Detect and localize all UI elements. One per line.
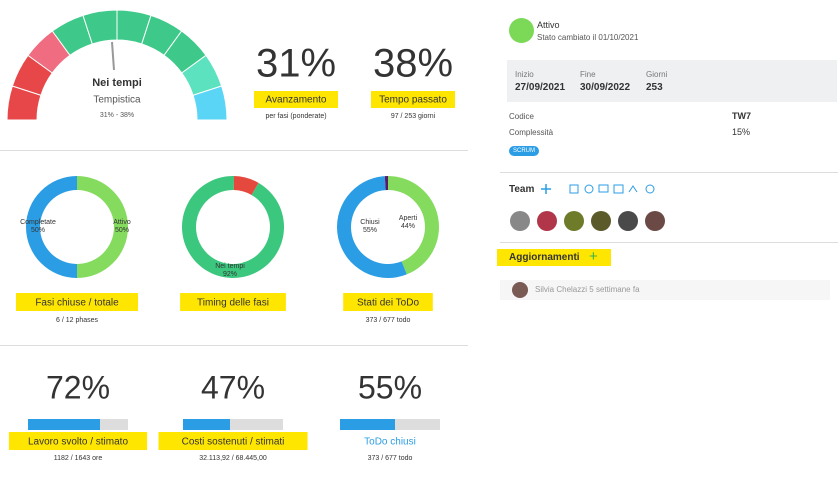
bar-sub: 32.113,92 / 68.445,00 xyxy=(199,455,267,462)
gauge-needle xyxy=(111,41,115,71)
donut-segment xyxy=(26,176,77,278)
bar-fill xyxy=(340,419,395,430)
team-title: Team xyxy=(509,184,535,195)
donut-sub: 373 / 677 todo xyxy=(366,317,411,324)
donut-title: Fasi chiuse / totale xyxy=(35,298,119,309)
date-value: 30/09/2022 xyxy=(580,82,631,93)
icon-balance[interactable] xyxy=(628,185,638,193)
dates-box: Inizio 27/09/2021 Fine 30/09/2022 Giorni… xyxy=(507,60,837,102)
segment-value: 50% xyxy=(31,227,45,234)
icon-table[interactable] xyxy=(613,184,624,194)
team-toolbar[interactable] xyxy=(538,180,668,196)
bar-value: 55% xyxy=(358,369,422,405)
highlight xyxy=(158,432,308,450)
kpi-value: 38% xyxy=(373,42,453,86)
icon-calendar[interactable] xyxy=(569,184,579,194)
highlight xyxy=(254,91,338,108)
dashboard-charts: Nei tempi Tempistica 31% - 38% 31% Avanzamen… xyxy=(6,9,455,462)
bar-value: 72% xyxy=(46,369,110,405)
gauge-status: Nei tempi xyxy=(92,77,142,89)
project-panel: Attivo Stato cambiato il 01/10/2021 Iniz… xyxy=(497,0,838,482)
segment-value: 92% xyxy=(223,271,237,278)
updates-title: Aggiornamenti xyxy=(509,252,580,263)
avatar[interactable] xyxy=(512,282,528,298)
detail-label: Complessità xyxy=(509,128,554,137)
highlight xyxy=(16,293,138,311)
icon-chat[interactable] xyxy=(584,184,594,194)
separator xyxy=(0,150,468,151)
gauge-label: Tempistica xyxy=(93,95,141,106)
kpi-label: Avanzamento xyxy=(266,95,327,106)
detail-label: Codice xyxy=(509,112,534,121)
avatar[interactable] xyxy=(618,211,638,231)
bar-sub: 373 / 677 todo xyxy=(368,455,413,462)
team-avatars xyxy=(510,211,665,231)
add-member[interactable] xyxy=(541,184,551,194)
donut-segment xyxy=(384,176,388,191)
kpi-label: Tempo passato xyxy=(379,95,447,106)
icon-clock[interactable] xyxy=(645,184,655,194)
status-dot xyxy=(509,18,534,43)
donut-segment xyxy=(388,176,440,275)
donut-segment xyxy=(233,176,259,195)
highlight xyxy=(371,91,455,108)
highlight xyxy=(8,432,148,450)
avatar[interactable] xyxy=(645,211,665,231)
segment-name: Nei tempi xyxy=(215,263,245,270)
segment-value: 44% xyxy=(401,223,415,230)
bar-label: Costi sostenuti / stimati xyxy=(182,437,285,448)
avatar[interactable] xyxy=(564,211,584,231)
date-value: 253 xyxy=(646,82,663,93)
bar-fill xyxy=(28,419,100,430)
segment-name: Chiusi xyxy=(360,219,380,226)
status-name: Attivo xyxy=(537,20,560,30)
method-badge: SCRUM xyxy=(509,146,539,156)
update-row: Silvia Chelazzi 5 settimane fa xyxy=(500,280,830,300)
update-author: Silvia Chelazzi xyxy=(535,285,588,294)
segment-name: Aperti xyxy=(399,215,418,222)
segment-name: Completate xyxy=(20,219,56,226)
icon-mail[interactable] xyxy=(598,184,609,193)
date-label: Fine xyxy=(580,70,596,79)
donut-segment xyxy=(77,176,128,278)
add-update[interactable]: + xyxy=(589,248,598,265)
highlight xyxy=(343,293,433,311)
highlight xyxy=(180,293,286,311)
segment-value: 50% xyxy=(115,227,129,234)
gauge-segment xyxy=(192,85,228,121)
bar-value: 47% xyxy=(201,369,265,405)
donut-title: Timing delle fasi xyxy=(197,298,269,309)
update-time: 5 settimane fa xyxy=(589,285,640,294)
segment-name: Attivo xyxy=(113,219,131,226)
date-value: 27/09/2021 xyxy=(515,82,566,93)
donut-sub: 6 / 12 phases xyxy=(56,317,99,324)
donut-title: Stati dei ToDo xyxy=(357,298,420,309)
bar-track xyxy=(183,419,283,430)
separator xyxy=(500,172,838,173)
date-label: Giorni xyxy=(646,70,668,79)
bar-label: Lavoro svolto / stimato xyxy=(28,437,128,448)
avatar[interactable] xyxy=(537,211,557,231)
kpi-value: 31% xyxy=(256,42,336,86)
detail-value: 15% xyxy=(732,127,751,137)
status-changed: Stato cambiato il 01/10/2021 xyxy=(537,33,639,42)
bar-sub: 1182 / 1643 ore xyxy=(54,455,103,462)
kpi-sub: per fasi (ponderate) xyxy=(265,113,326,120)
date-label: Inizio xyxy=(515,70,534,79)
segment-value: 55% xyxy=(363,227,377,234)
separator xyxy=(500,242,838,243)
detail-value: TW7 xyxy=(732,111,751,121)
gauge-range: 31% - 38% xyxy=(100,112,134,119)
bar-label: ToDo chiusi xyxy=(364,437,416,448)
bar-fill xyxy=(183,419,230,430)
avatar[interactable] xyxy=(510,211,530,231)
avatar[interactable] xyxy=(591,211,611,231)
separator xyxy=(0,345,468,346)
kpi-sub: 97 / 253 giorni xyxy=(391,113,436,120)
highlight xyxy=(497,249,611,266)
donut-segment xyxy=(337,176,407,278)
